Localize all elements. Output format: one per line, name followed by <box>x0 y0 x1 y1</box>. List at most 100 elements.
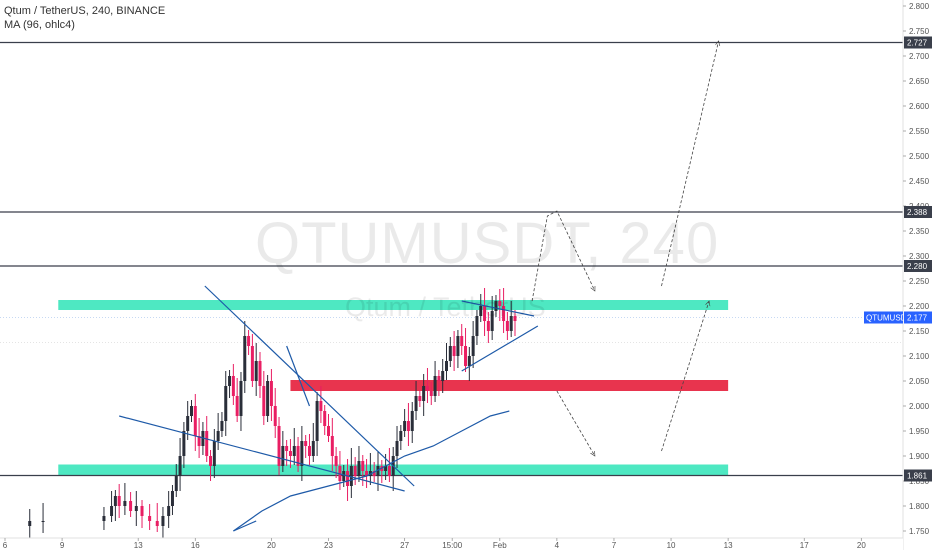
ytick-label: 2.500 <box>909 152 930 161</box>
xtick-label: 20 <box>857 541 866 550</box>
price-tag <box>904 311 932 324</box>
projection-down-then-up <box>556 390 595 456</box>
trendline-ma-bottom <box>233 520 257 532</box>
candle-body <box>414 396 418 411</box>
xtick-label: 7 <box>612 541 617 550</box>
xtick-label: Feb <box>493 541 507 550</box>
candle-body <box>193 406 197 436</box>
candle-body <box>342 471 346 481</box>
candle-body <box>296 446 300 466</box>
candle-body <box>273 406 277 426</box>
ytick-label: 2.800 <box>909 2 930 11</box>
ytick-label: 2.250 <box>909 277 930 286</box>
candle-body <box>376 466 380 476</box>
xtick-label: 17 <box>800 541 809 550</box>
candle-body <box>464 346 468 366</box>
candle-body <box>123 501 127 506</box>
candle-body <box>444 361 448 371</box>
candle-body <box>292 446 296 456</box>
candle-body <box>429 391 433 396</box>
ytick-label: 2.300 <box>909 252 930 261</box>
candle-body <box>231 376 235 396</box>
candle-body <box>365 471 369 476</box>
legend-indicator[interactable]: MA (96, ohlc4) <box>4 19 75 31</box>
candle-body <box>110 506 114 516</box>
candle-body <box>509 316 513 331</box>
candle-body <box>161 516 165 526</box>
candle-body <box>269 381 273 406</box>
candle-body <box>216 431 220 441</box>
xtick-label: 13 <box>134 541 143 550</box>
ytick-label: 2.150 <box>909 327 930 336</box>
ytick-label: 2.450 <box>909 177 930 186</box>
price-axis[interactable]: 2.800 2.750 2.700 2.650 2.600 2.550 2.500 2.450… <box>864 0 932 550</box>
candle-body <box>486 321 490 331</box>
candle-body <box>399 431 403 441</box>
projection-breakout-target <box>661 41 719 287</box>
ytick-label: 1.950 <box>909 427 930 436</box>
candle-body <box>334 456 338 466</box>
projection-paths <box>531 41 719 456</box>
candle-body <box>247 336 251 346</box>
xtick-label: 4 <box>555 541 560 550</box>
candle-body <box>479 306 483 316</box>
xtick-label: 13 <box>724 541 733 550</box>
zone-support-top <box>58 300 729 310</box>
xtick-label: 20 <box>267 541 276 550</box>
trendline-descending-1 <box>204 285 415 487</box>
candle-body <box>170 491 174 506</box>
candle-body <box>372 471 376 476</box>
candle-body <box>212 441 216 466</box>
candle-body <box>243 336 247 381</box>
candle-body <box>498 301 502 306</box>
xtick-label: 6 <box>3 541 8 550</box>
candle-body <box>250 346 254 381</box>
level-tag-label: 2.727 <box>907 39 928 48</box>
horizontal-levels <box>0 41 903 477</box>
candle-body <box>323 411 327 426</box>
candle-body <box>129 501 133 511</box>
candle-body <box>182 431 186 456</box>
candle-body <box>475 316 479 336</box>
symbol-tag <box>864 311 903 324</box>
candle-body <box>41 521 45 522</box>
time-axis-bg <box>0 538 903 550</box>
ytick-label: 1.900 <box>909 452 930 461</box>
candle-body <box>490 311 494 331</box>
candle-body <box>387 466 391 476</box>
candle-body <box>205 431 209 456</box>
ytick-label: 2.600 <box>909 102 930 111</box>
moving-average <box>233 410 510 532</box>
ytick-label: 2.700 <box>909 52 930 61</box>
ytick-label: 2.650 <box>909 77 930 86</box>
candle-body <box>384 466 388 471</box>
candle-body <box>220 421 224 431</box>
candle-body <box>307 446 311 456</box>
candle-body <box>178 456 182 476</box>
candle-body <box>140 506 144 516</box>
time-axis[interactable]: 6 9 13 16 20 23 27 15:00 Feb 4 7 10 13 17 20 <box>0 537 903 550</box>
candle-body <box>224 386 228 421</box>
ytick-label: 2.050 <box>909 377 930 386</box>
candle-body <box>285 446 289 451</box>
candle-body <box>330 436 334 456</box>
candle-body <box>327 426 331 436</box>
trendlines <box>119 285 539 532</box>
price-tag-label: 2.177 <box>907 314 928 323</box>
candle-body <box>349 466 353 486</box>
candle-body <box>186 416 190 431</box>
xtick-label: 10 <box>667 541 676 550</box>
projection-recovery-to-zone <box>661 301 710 452</box>
ytick-label: 1.750 <box>909 527 930 536</box>
candle-body <box>189 406 193 416</box>
trendline-ascending-support <box>119 415 405 492</box>
price-axis-bg <box>903 0 932 550</box>
legend-title[interactable]: Qtum / TetherUS, 240, BINANCE <box>4 5 166 17</box>
candle-body <box>235 396 239 416</box>
candle-body <box>403 421 407 431</box>
ytick-label: 2.350 <box>909 227 930 236</box>
candle-body <box>174 476 178 491</box>
ytick-label: 2.000 <box>909 402 930 411</box>
candle-body <box>228 376 232 386</box>
